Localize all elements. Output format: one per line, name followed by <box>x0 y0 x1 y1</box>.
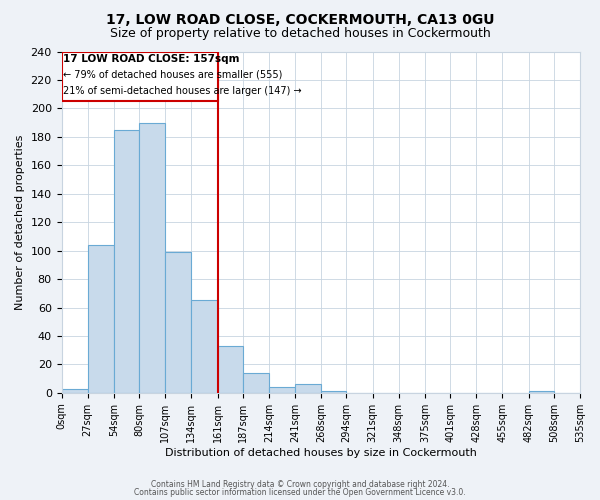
Bar <box>139 122 165 393</box>
Bar <box>243 373 269 393</box>
Bar <box>321 392 346 393</box>
Bar <box>269 387 295 393</box>
Text: 21% of semi-detached houses are larger (147) →: 21% of semi-detached houses are larger (… <box>63 86 302 96</box>
Bar <box>191 300 218 393</box>
Text: ← 79% of detached houses are smaller (555): ← 79% of detached houses are smaller (55… <box>63 70 283 80</box>
Bar <box>529 392 554 393</box>
Y-axis label: Number of detached properties: Number of detached properties <box>15 134 25 310</box>
Text: 17 LOW ROAD CLOSE: 157sqm: 17 LOW ROAD CLOSE: 157sqm <box>63 54 239 64</box>
Text: Size of property relative to detached houses in Cockermouth: Size of property relative to detached ho… <box>110 28 490 40</box>
Bar <box>165 252 191 393</box>
Text: 17, LOW ROAD CLOSE, COCKERMOUTH, CA13 0GU: 17, LOW ROAD CLOSE, COCKERMOUTH, CA13 0G… <box>106 12 494 26</box>
Bar <box>88 245 114 393</box>
FancyBboxPatch shape <box>62 52 218 102</box>
Bar <box>218 346 243 393</box>
Bar <box>62 388 88 393</box>
Text: Contains public sector information licensed under the Open Government Licence v3: Contains public sector information licen… <box>134 488 466 497</box>
Bar <box>114 130 139 393</box>
X-axis label: Distribution of detached houses by size in Cockermouth: Distribution of detached houses by size … <box>165 448 477 458</box>
Bar <box>295 384 321 393</box>
Text: Contains HM Land Registry data © Crown copyright and database right 2024.: Contains HM Land Registry data © Crown c… <box>151 480 449 489</box>
